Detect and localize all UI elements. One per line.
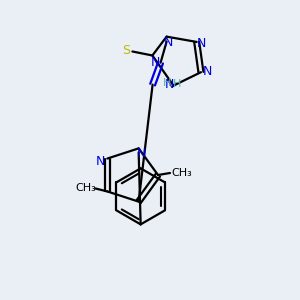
Text: N: N (151, 56, 160, 69)
Text: H: H (173, 79, 182, 88)
Text: S: S (122, 44, 130, 57)
Text: CH₃: CH₃ (172, 168, 192, 178)
Text: CH₃: CH₃ (75, 184, 96, 194)
Text: N: N (202, 65, 212, 78)
Text: N: N (197, 38, 206, 50)
Text: N: N (96, 155, 105, 168)
Text: N: N (165, 78, 174, 91)
Text: N: N (164, 36, 173, 49)
Text: H: H (162, 78, 171, 88)
Text: N: N (137, 147, 146, 160)
